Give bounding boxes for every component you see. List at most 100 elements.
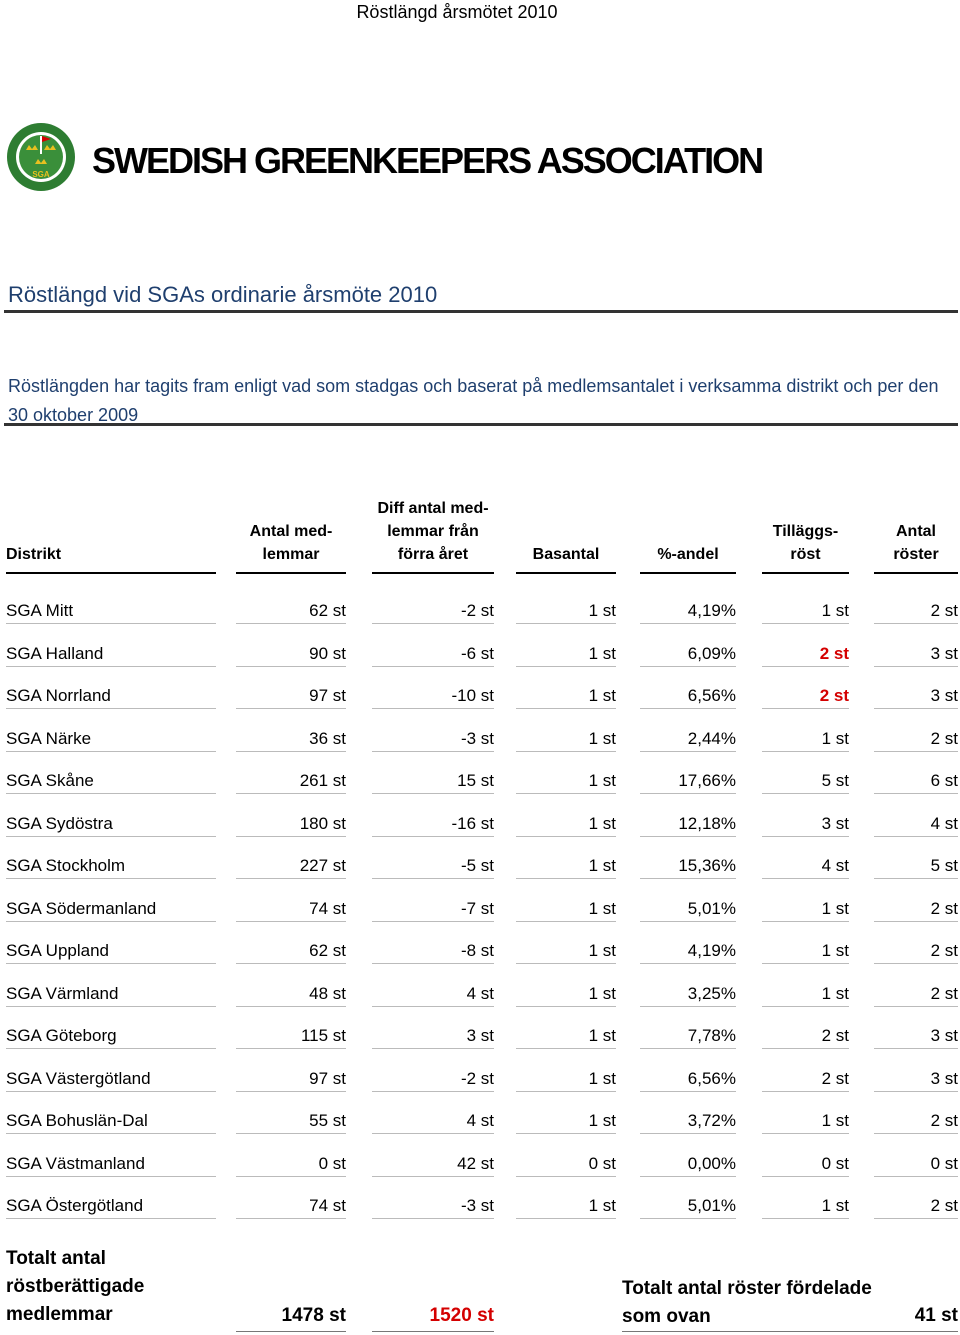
table-cell-distrikt: SGA Bohuslän-Dal	[6, 1111, 148, 1130]
table-cell-andel: 3,25%	[687, 983, 736, 1003]
cell-underline	[516, 920, 616, 922]
cell-underline	[6, 1175, 216, 1177]
cell-underline	[640, 623, 736, 624]
table-cell-basantal: 1 st	[588, 941, 616, 960]
cell-underline	[762, 1090, 849, 1092]
cell-underline	[372, 920, 494, 922]
table-cell-roster: 6 st	[930, 771, 958, 790]
table-cell-diff: -6 st	[460, 643, 494, 663]
cell-underline	[6, 835, 216, 837]
table-cell-distrikt: SGA Västmanland	[6, 1153, 145, 1173]
running-header: Röstlängd årsmötet 2010	[356, 2, 558, 22]
column-header-line: Basantal	[532, 546, 600, 563]
table-cell-roster: 2 st	[930, 1111, 958, 1130]
cell-underline	[516, 1218, 616, 1219]
logo-sga-text: SGA	[32, 170, 50, 179]
table-cell-tillagg: 1 st	[821, 941, 849, 960]
total-votes-underline	[622, 1331, 958, 1332]
table-cell-distrikt: SGA Södermanland	[6, 898, 157, 918]
cell-underline	[640, 963, 736, 964]
cell-underline	[236, 623, 346, 624]
column-header-line: %-andel	[657, 546, 719, 563]
cell-underline	[236, 1005, 346, 1007]
column-header-line: förra året	[397, 546, 469, 563]
column-header-tillagg: Tilläggs-röst	[762, 520, 849, 566]
cell-underline	[372, 1175, 494, 1177]
cell-underline	[762, 708, 849, 709]
cell-underline	[372, 963, 494, 964]
table-cell-diff: 4 st	[466, 1111, 494, 1130]
table-cell-distrikt: SGA Göteborg	[6, 1026, 117, 1045]
table-cell-roster: 4 st	[930, 813, 958, 833]
cell-underline	[6, 963, 216, 964]
column-header-distrikt: Distrikt	[6, 543, 216, 566]
table-cell-antal: 227 st	[299, 856, 346, 875]
cell-underline	[762, 750, 849, 752]
table-cell-antal: 74 st	[309, 898, 346, 918]
table-cell-diff: -5 st	[460, 856, 494, 875]
table-cell-distrikt: SGA Värmland	[6, 983, 119, 1003]
cell-underline	[6, 1133, 216, 1134]
cell-underline	[372, 1090, 494, 1092]
column-header-roster: Antal röster	[874, 520, 958, 566]
cell-underline	[640, 1048, 736, 1049]
table-cell-antal: 62 st	[309, 601, 346, 620]
cell-underline	[874, 1005, 958, 1007]
table-cell-roster: 2 st	[930, 728, 958, 748]
cell-underline	[372, 623, 494, 624]
title-divider	[4, 310, 958, 313]
table-cell-antal: 97 st	[309, 686, 346, 705]
table-cell-diff: 4 st	[466, 983, 494, 1003]
table-cell-antal: 74 st	[309, 1196, 346, 1215]
cell-underline	[516, 963, 616, 964]
totals-label: Totalt antal röstberättigade medlemmar	[6, 1245, 206, 1329]
table-cell-distrikt: SGA Uppland	[6, 941, 110, 960]
table-cell-antal: 115 st	[300, 1026, 346, 1045]
cell-underline	[6, 623, 216, 624]
table-cell-roster: 3 st	[930, 1026, 958, 1045]
table-cell-andel: 12,18%	[678, 813, 736, 833]
cell-underline	[762, 963, 849, 964]
cell-underline	[236, 793, 346, 794]
cell-underline	[372, 750, 494, 752]
cell-underline	[762, 665, 849, 667]
column-header-line: lemmar	[262, 546, 320, 563]
cell-underline	[874, 1133, 958, 1134]
cell-underline	[516, 1133, 616, 1134]
table-cell-roster: 0 st	[930, 1153, 958, 1173]
total-diff-underline	[372, 1331, 494, 1332]
table-cell-distrikt: SGA Sydöstra	[6, 813, 113, 833]
table-cell-diff: 15 st	[457, 771, 494, 790]
cell-underline	[236, 1090, 346, 1092]
table-cell-diff: -7 st	[460, 898, 494, 918]
column-header-basantal: Basantal	[516, 543, 616, 566]
table-cell-basantal: 1 st	[588, 856, 616, 875]
cell-underline	[236, 1175, 346, 1177]
table-cell-basantal: 1 st	[588, 771, 616, 790]
table-cell-tillagg: 2 st	[819, 686, 849, 705]
table-cell-diff: -2 st	[460, 1068, 494, 1088]
table-cell-tillagg: 1 st	[821, 1196, 849, 1215]
table-cell-tillagg: 5 st	[821, 771, 849, 790]
table-cell-andel: 4,19%	[687, 941, 736, 960]
cell-underline	[874, 623, 958, 624]
column-header-underline	[372, 572, 494, 574]
votes-label: Totalt antal röster fördelade som ovan	[622, 1275, 902, 1331]
cell-underline	[874, 878, 958, 879]
cell-underline	[762, 1133, 849, 1134]
column-header-andel: %-andel	[640, 543, 736, 566]
total-votes: 41 st	[914, 1305, 958, 1326]
table-cell-roster: 3 st	[930, 686, 958, 705]
table-cell-andel: 6,09%	[687, 643, 736, 663]
cell-underline	[6, 793, 216, 794]
table-cell-diff: -10 st	[451, 686, 494, 705]
column-header-underline	[236, 572, 346, 574]
table-cell-tillagg: 1 st	[821, 898, 849, 918]
table-cell-distrikt: SGA Västergötland	[6, 1068, 151, 1088]
votes-label-line: som ovan	[622, 1306, 711, 1327]
column-header-line: Diff antal med-	[377, 500, 489, 517]
cell-underline	[762, 1175, 849, 1177]
column-header-underline	[874, 572, 958, 574]
total-members-underline	[236, 1331, 346, 1332]
table-cell-basantal: 1 st	[588, 728, 616, 748]
